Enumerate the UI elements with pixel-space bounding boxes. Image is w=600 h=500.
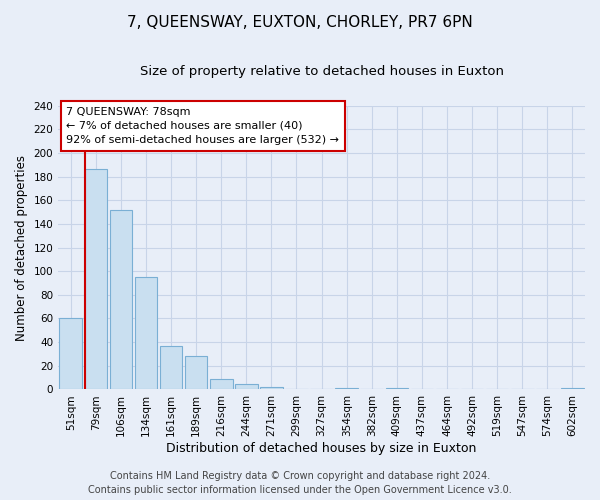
X-axis label: Distribution of detached houses by size in Euxton: Distribution of detached houses by size … xyxy=(166,442,477,455)
Text: Contains HM Land Registry data © Crown copyright and database right 2024.
Contai: Contains HM Land Registry data © Crown c… xyxy=(88,471,512,495)
Y-axis label: Number of detached properties: Number of detached properties xyxy=(15,154,28,340)
Title: Size of property relative to detached houses in Euxton: Size of property relative to detached ho… xyxy=(140,65,503,78)
Bar xyxy=(59,318,82,390)
Bar xyxy=(235,384,257,390)
Text: 7 QUEENSWAY: 78sqm
← 7% of detached houses are smaller (40)
92% of semi-detached: 7 QUEENSWAY: 78sqm ← 7% of detached hous… xyxy=(66,107,339,145)
Bar xyxy=(110,210,132,390)
Bar xyxy=(134,277,157,390)
Bar xyxy=(210,379,233,390)
Bar xyxy=(85,170,107,390)
Text: 7, QUEENSWAY, EUXTON, CHORLEY, PR7 6PN: 7, QUEENSWAY, EUXTON, CHORLEY, PR7 6PN xyxy=(127,15,473,30)
Bar xyxy=(185,356,208,390)
Bar xyxy=(335,388,358,390)
Bar xyxy=(260,387,283,390)
Bar xyxy=(160,346,182,390)
Bar xyxy=(561,388,584,390)
Bar xyxy=(386,388,408,390)
